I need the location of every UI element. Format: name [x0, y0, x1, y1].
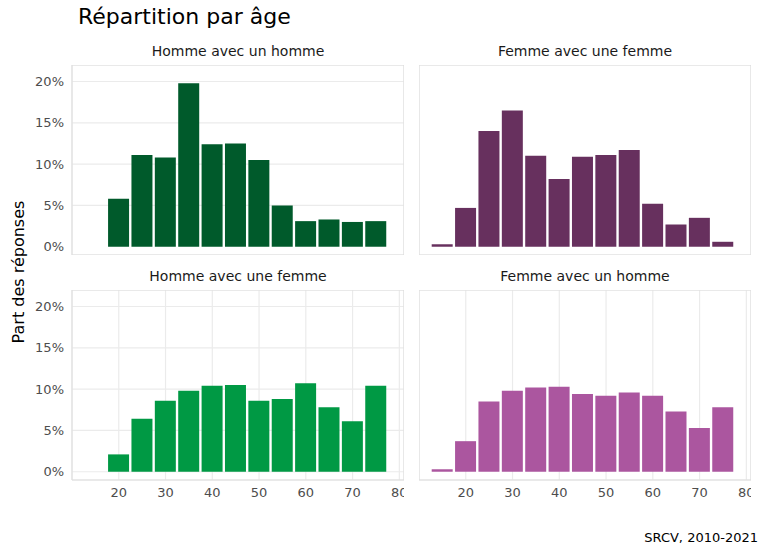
svg-text:0%: 0% [43, 239, 64, 254]
svg-text:70: 70 [344, 485, 361, 500]
svg-text:20%: 20% [35, 299, 64, 314]
html-text:Répartition par âge: Répartition par âge [78, 4, 291, 29]
svg-text:30: 30 [504, 485, 521, 500]
svg-text:15%: 15% [35, 340, 64, 355]
svg-text:50: 50 [598, 485, 615, 500]
html-text:Homme avec un homme: Homme avec un homme [151, 43, 325, 59]
svg-text:20: 20 [110, 485, 127, 500]
html-text:Femme avec un homme: Femme avec un homme [500, 268, 670, 284]
svg-text:10%: 10% [35, 382, 64, 397]
svg-text:40: 40 [204, 485, 221, 500]
html-text:SRCV, 2010-2021: SRCV, 2010-2021 [644, 530, 758, 545]
svg-text:5%: 5% [43, 423, 64, 438]
svg-text:60: 60 [645, 485, 662, 500]
html-text:Homme avec une femme: Homme avec une femme [149, 268, 327, 284]
svg-text:80: 80 [391, 485, 404, 500]
svg-text:80: 80 [738, 485, 751, 500]
svg-text:20: 20 [457, 485, 474, 500]
svg-text:50: 50 [251, 485, 268, 500]
html-text:Part des réponses: Part des réponses [8, 200, 28, 344]
svg-text:60: 60 [298, 485, 315, 500]
svg-text:0%: 0% [43, 464, 64, 479]
svg-text:70: 70 [691, 485, 708, 500]
svg-text:5%: 5% [43, 198, 64, 213]
svg-text:10%: 10% [35, 157, 64, 172]
svg-text:20%: 20% [35, 74, 64, 89]
svg-text:40: 40 [551, 485, 568, 500]
svg-text:30: 30 [157, 485, 174, 500]
svg-text:15%: 15% [35, 115, 64, 130]
html-text:Femme avec une femme: Femme avec une femme [497, 43, 672, 59]
